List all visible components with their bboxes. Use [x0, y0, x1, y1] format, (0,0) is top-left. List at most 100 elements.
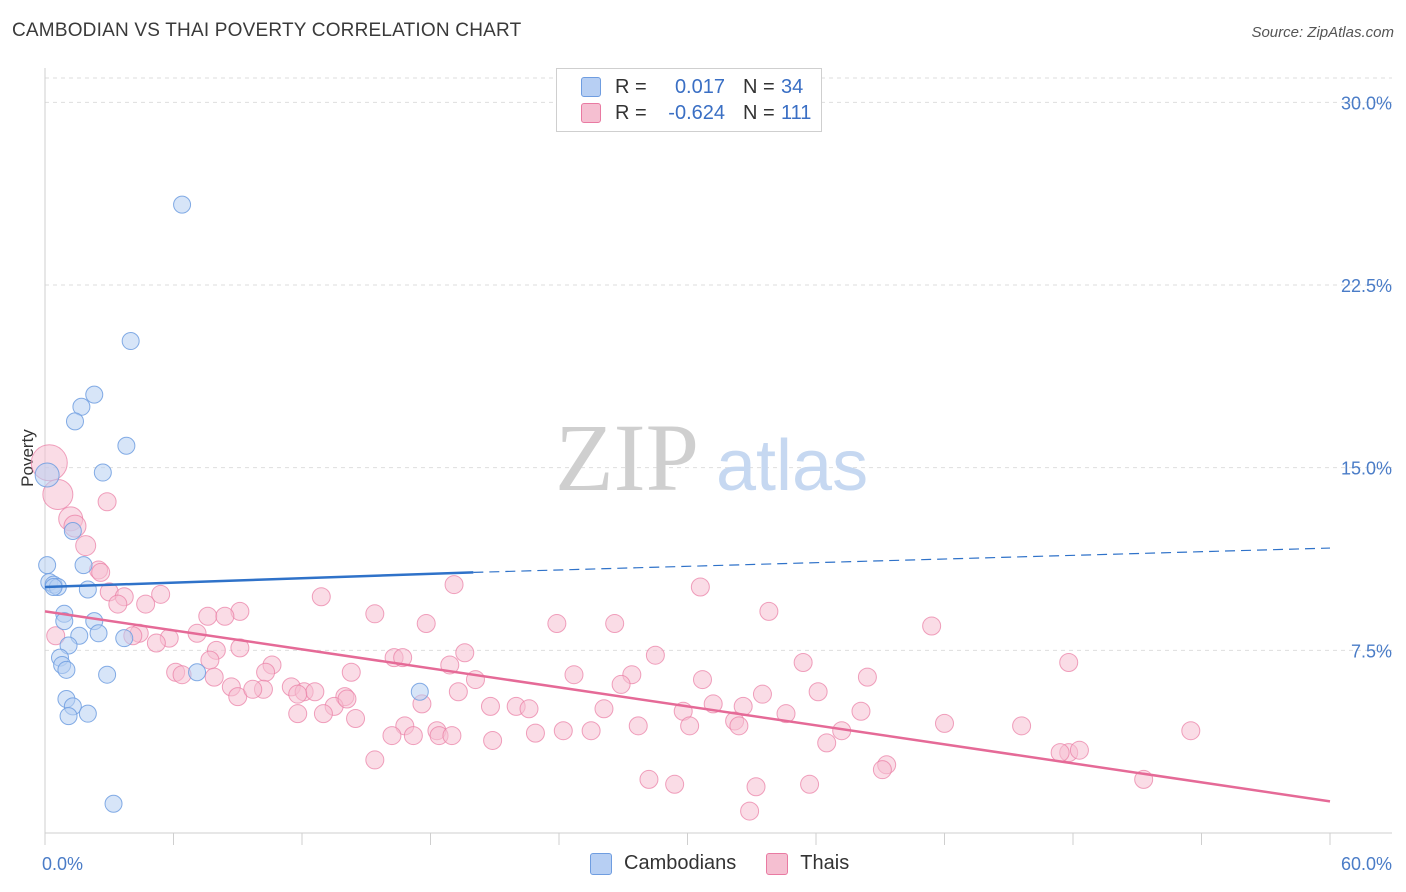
y-axis-label: Poverty: [18, 429, 37, 487]
thai-point: [337, 689, 357, 709]
cambodian-point: [59, 707, 78, 726]
thai-point: [256, 662, 276, 682]
thai-point: [146, 633, 166, 653]
thais-swatch: [766, 852, 789, 875]
legend-r-value: 0.017: [674, 75, 725, 98]
thai-point: [46, 626, 66, 646]
thai-point: [442, 726, 462, 746]
chart-title: CAMBODIAN VS THAI POVERTY CORRELATION CH…: [12, 20, 522, 41]
cambodian-point: [98, 665, 117, 684]
cambodian-point: [85, 385, 104, 404]
thai-point: [416, 614, 436, 634]
legend-label-thais: Thais: [800, 852, 850, 874]
legend-n-value: 34: [781, 75, 804, 98]
thai-point: [230, 638, 250, 658]
thai-point: [729, 716, 749, 736]
legend-row-thais: R = -0.624 N = 111: [581, 100, 811, 126]
thai-point: [922, 616, 942, 636]
thai-point: [1069, 740, 1089, 760]
cambodian-point: [63, 522, 82, 540]
x-tick-labels: 0.0% 60.0%: [42, 854, 1392, 874]
thai-point: [136, 594, 156, 614]
thai-point: [817, 733, 837, 753]
thai-point: [215, 606, 235, 626]
thai-point: [872, 760, 892, 780]
thai-point: [690, 577, 710, 597]
thai-point: [808, 682, 828, 702]
thai-point: [547, 614, 567, 634]
cambodians-trend-line: [44, 571, 474, 589]
thai-point: [480, 696, 500, 716]
thais-points: [30, 444, 1201, 821]
watermark-zip: ZIP: [555, 404, 699, 511]
thai-point: [75, 535, 97, 557]
thai-point: [382, 726, 402, 746]
thai-point: [455, 643, 475, 663]
thai-point: [1181, 721, 1201, 741]
thai-point: [519, 699, 539, 719]
trend-lines: [44, 547, 1331, 803]
thai-point: [204, 667, 224, 687]
y-tick-label: 30.0%: [1341, 93, 1392, 113]
x-tick-label: 60.0%: [1341, 854, 1392, 874]
thai-point: [800, 774, 820, 794]
thai-point: [851, 701, 871, 721]
thai-point: [1050, 743, 1070, 763]
thai-point: [444, 575, 464, 595]
thai-point: [403, 726, 423, 746]
thai-point: [665, 774, 685, 794]
thai-point: [365, 604, 385, 624]
thais-swatch: [581, 103, 601, 123]
cambodian-point: [188, 663, 207, 682]
thai-point: [692, 670, 712, 690]
thai-point: [151, 584, 171, 604]
thai-point: [198, 606, 218, 626]
thai-point: [935, 713, 954, 733]
cambodians-swatch: [590, 852, 612, 875]
thai-point: [628, 716, 648, 736]
series-legend: Cambodians Thais: [590, 852, 879, 875]
thai-point: [97, 492, 117, 512]
cambodian-point: [38, 556, 57, 575]
x-tick-label: 0.0%: [42, 854, 83, 874]
thai-point: [346, 709, 366, 729]
legend-r-label: R =: [615, 75, 647, 98]
source-label: Source: ZipAtlas.com: [1251, 24, 1394, 41]
thai-point: [288, 704, 308, 724]
cambodian-point: [78, 704, 97, 723]
thai-point: [313, 704, 333, 724]
cambodian-point: [93, 463, 112, 482]
thai-point: [483, 730, 503, 750]
thai-point: [91, 562, 111, 582]
grid-lines: [45, 77, 1392, 651]
cambodian-point: [34, 462, 60, 488]
cambodian-point: [173, 195, 192, 214]
y-tick-label: 15.0%: [1341, 459, 1392, 479]
cambodian-point: [57, 660, 76, 679]
thai-point: [243, 679, 263, 699]
thai-point: [605, 614, 625, 634]
cambodians-trend-line-dashed: [473, 547, 1331, 574]
thai-point: [448, 682, 468, 702]
cambodian-point: [89, 624, 108, 643]
cambodians-points: [34, 195, 429, 813]
thai-point: [746, 777, 766, 797]
cambodian-point: [59, 636, 78, 655]
thai-point: [305, 682, 325, 702]
thai-point: [341, 662, 361, 682]
cambodian-point: [410, 682, 429, 701]
legend-row-cambodians: R = 0.017 N = 34: [581, 74, 803, 100]
thai-point: [639, 769, 659, 789]
cambodian-point: [117, 436, 136, 455]
y-tick-labels: 7.5% 15.0% 22.5% 30.0%: [1341, 93, 1392, 661]
thai-point: [525, 723, 545, 743]
cambodians-swatch: [581, 77, 601, 97]
thai-point: [564, 665, 584, 685]
legend-n-label: N =: [743, 75, 775, 98]
legend-r-label: R =: [615, 101, 647, 124]
thai-point: [857, 667, 877, 687]
thai-point: [611, 674, 631, 694]
thai-point: [311, 587, 331, 607]
legend-n-value: 111: [781, 101, 812, 124]
y-tick-label: 22.5%: [1341, 276, 1392, 296]
